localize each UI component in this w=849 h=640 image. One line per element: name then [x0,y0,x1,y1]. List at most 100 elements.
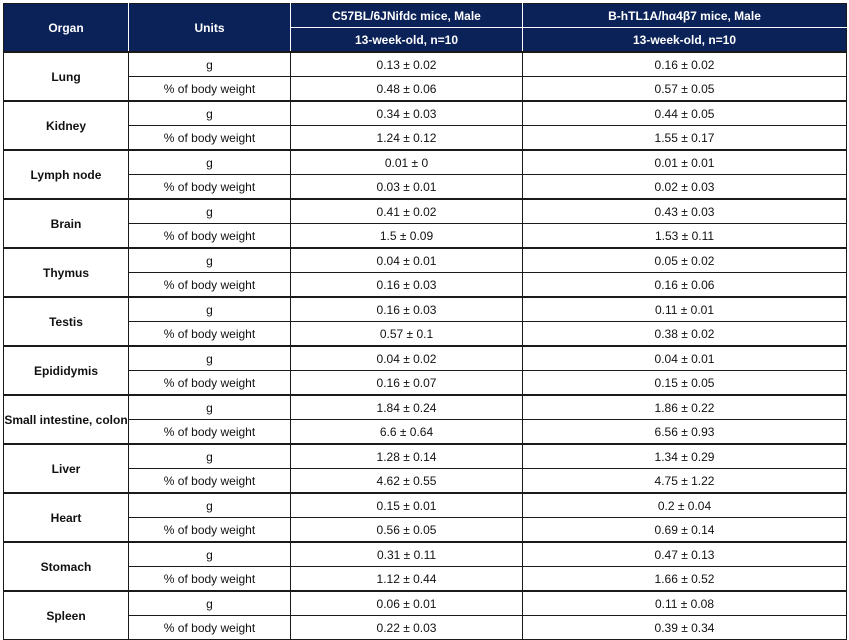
table-row: Heart g 0.15 ± 0.01 0.2 ± 0.04 [3,492,847,543]
organ-cell: Epididymis [3,345,129,396]
htl1a-value-cell: 0.57 ± 0.05 [522,76,847,102]
c57-value-cell: 1.5 ± 0.09 [290,223,523,249]
table-row: % of body weight 4.62 ± 0.55 4.75 ± 1.22 [4,468,847,494]
units-cell: % of body weight [128,419,291,445]
c57-value-cell: 0.04 ± 0.01 [290,247,523,273]
organ-cell: Lymph node [3,149,129,200]
c57-value-cell: 0.56 ± 0.05 [290,517,523,543]
htl1a-value-cell: 0.04 ± 0.01 [522,345,847,371]
c57-value-cell: 0.01 ± 0 [290,149,523,175]
units-cell: g [128,198,291,224]
units-cell: % of body weight [128,615,291,640]
header-group2-sub: 13-week-old, n=10 [522,27,847,53]
c57-value-cell: 1.28 ± 0.14 [290,443,523,469]
table-row: % of body weight 6.6 ± 0.64 6.56 ± 0.93 [4,419,847,445]
htl1a-value-cell: 0.16 ± 0.06 [522,272,847,298]
table-row: Thymus g 0.04 ± 0.01 0.05 ± 0.02 [3,247,847,298]
c57-value-cell: 1.84 ± 0.24 [290,394,523,420]
units-cell: g [128,51,291,77]
header-group2: B-hTL1A/hα4β7 mice, Male [522,3,847,28]
htl1a-value-cell: 0.16 ± 0.02 [522,51,847,77]
c57-value-cell: 0.15 ± 0.01 [290,492,523,518]
table-row: Spleen g 0.06 ± 0.01 0.11 ± 0.08 [3,590,847,640]
units-cell: % of body weight [128,174,291,200]
htl1a-value-cell: 0.69 ± 0.14 [522,517,847,543]
c57-value-cell: 1.24 ± 0.12 [290,125,523,151]
htl1a-value-cell: 1.55 ± 0.17 [522,125,847,151]
table-row: % of body weight 0.57 ± 0.1 0.38 ± 0.02 [4,321,847,347]
c57-value-cell: 0.13 ± 0.02 [290,51,523,77]
units-cell: g [128,590,291,616]
header-group1: C57BL/6JNifdc mice, Male [290,3,523,28]
c57-value-cell: 0.34 ± 0.03 [290,100,523,126]
htl1a-value-cell: 1.66 ± 0.52 [522,566,847,592]
c57-value-cell: 0.04 ± 0.02 [290,345,523,371]
c57-value-cell: 1.12 ± 0.44 [290,566,523,592]
c57-value-cell: 0.16 ± 0.03 [290,272,523,298]
htl1a-value-cell: 1.34 ± 0.29 [522,443,847,469]
table-row: % of body weight 0.16 ± 0.07 0.15 ± 0.05 [4,370,847,396]
table-row: Brain g 0.41 ± 0.02 0.43 ± 0.03 [3,198,847,249]
htl1a-value-cell: 0.05 ± 0.02 [522,247,847,273]
htl1a-value-cell: 6.56 ± 0.93 [522,419,847,445]
organ-weight-table: Organ Units C57BL/6JNifdc mice, Male B-h… [3,3,847,640]
htl1a-value-cell: 1.53 ± 0.11 [522,223,847,249]
htl1a-value-cell: 0.02 ± 0.03 [522,174,847,200]
table-row: Epididymis g 0.04 ± 0.02 0.04 ± 0.01 [3,345,847,396]
htl1a-value-cell: 1.86 ± 0.22 [522,394,847,420]
units-cell: % of body weight [128,76,291,102]
table-row: Liver g 1.28 ± 0.14 1.34 ± 0.29 [3,443,847,494]
header-group1-sub: 13-week-old, n=10 [290,27,523,53]
units-cell: % of body weight [128,566,291,592]
organ-cell: Stomach [3,541,129,592]
htl1a-value-cell: 0.15 ± 0.05 [522,370,847,396]
units-cell: % of body weight [128,272,291,298]
units-cell: g [128,149,291,175]
table-row: % of body weight 0.16 ± 0.03 0.16 ± 0.06 [4,272,847,298]
table-row: % of body weight 0.03 ± 0.01 0.02 ± 0.03 [4,174,847,200]
organ-cell: Lung [3,51,129,102]
table-row: Kidney g 0.34 ± 0.03 0.44 ± 0.05 [3,100,847,151]
table-header: Organ Units C57BL/6JNifdc mice, Male B-h… [3,3,847,53]
units-cell: % of body weight [128,517,291,543]
c57-value-cell: 0.48 ± 0.06 [290,76,523,102]
organ-cell: Kidney [3,100,129,151]
c57-value-cell: 0.16 ± 0.07 [290,370,523,396]
table-body: Lung g 0.13 ± 0.02 0.16 ± 0.02% of body wei… [3,51,847,640]
htl1a-value-cell: 0.43 ± 0.03 [522,198,847,224]
organ-cell: Heart [3,492,129,543]
htl1a-value-cell: 0.39 ± 0.34 [522,615,847,640]
htl1a-value-cell: 0.47 ± 0.13 [522,541,847,567]
table-row: % of body weight 0.56 ± 0.05 0.69 ± 0.14 [4,517,847,543]
c57-value-cell: 0.41 ± 0.02 [290,198,523,224]
table-row: Small intestine, colon g 1.84 ± 0.24 1.86 ±… [3,394,847,445]
htl1a-value-cell: 4.75 ± 1.22 [522,468,847,494]
units-cell: % of body weight [128,223,291,249]
units-cell: g [128,492,291,518]
table-row: Stomach g 0.31 ± 0.11 0.47 ± 0.13 [3,541,847,592]
organ-cell: Small intestine, colon [3,394,129,445]
units-cell: g [128,345,291,371]
c57-value-cell: 0.57 ± 0.1 [290,321,523,347]
units-cell: g [128,100,291,126]
units-cell: g [128,247,291,273]
organ-cell: Brain [3,198,129,249]
organ-cell: Testis [3,296,129,347]
units-cell: % of body weight [128,468,291,494]
htl1a-value-cell: 0.44 ± 0.05 [522,100,847,126]
organ-cell: Thymus [3,247,129,298]
htl1a-value-cell: 0.11 ± 0.01 [522,296,847,322]
header-units: Units [128,3,291,53]
units-cell: % of body weight [128,321,291,347]
c57-value-cell: 0.03 ± 0.01 [290,174,523,200]
table-row: % of body weight 1.5 ± 0.09 1.53 ± 0.11 [4,223,847,249]
htl1a-value-cell: 0.01 ± 0.01 [522,149,847,175]
table-row: % of body weight 1.12 ± 0.44 1.66 ± 0.52 [4,566,847,592]
units-cell: g [128,296,291,322]
table-row: Lymph node g 0.01 ± 0 0.01 ± 0.01 [3,149,847,200]
table-row: % of body weight 0.22 ± 0.03 0.39 ± 0.34 [4,615,847,640]
c57-value-cell: 0.06 ± 0.01 [290,590,523,616]
organ-cell: Liver [3,443,129,494]
units-cell: % of body weight [128,370,291,396]
table-row: % of body weight 1.24 ± 0.12 1.55 ± 0.17 [4,125,847,151]
